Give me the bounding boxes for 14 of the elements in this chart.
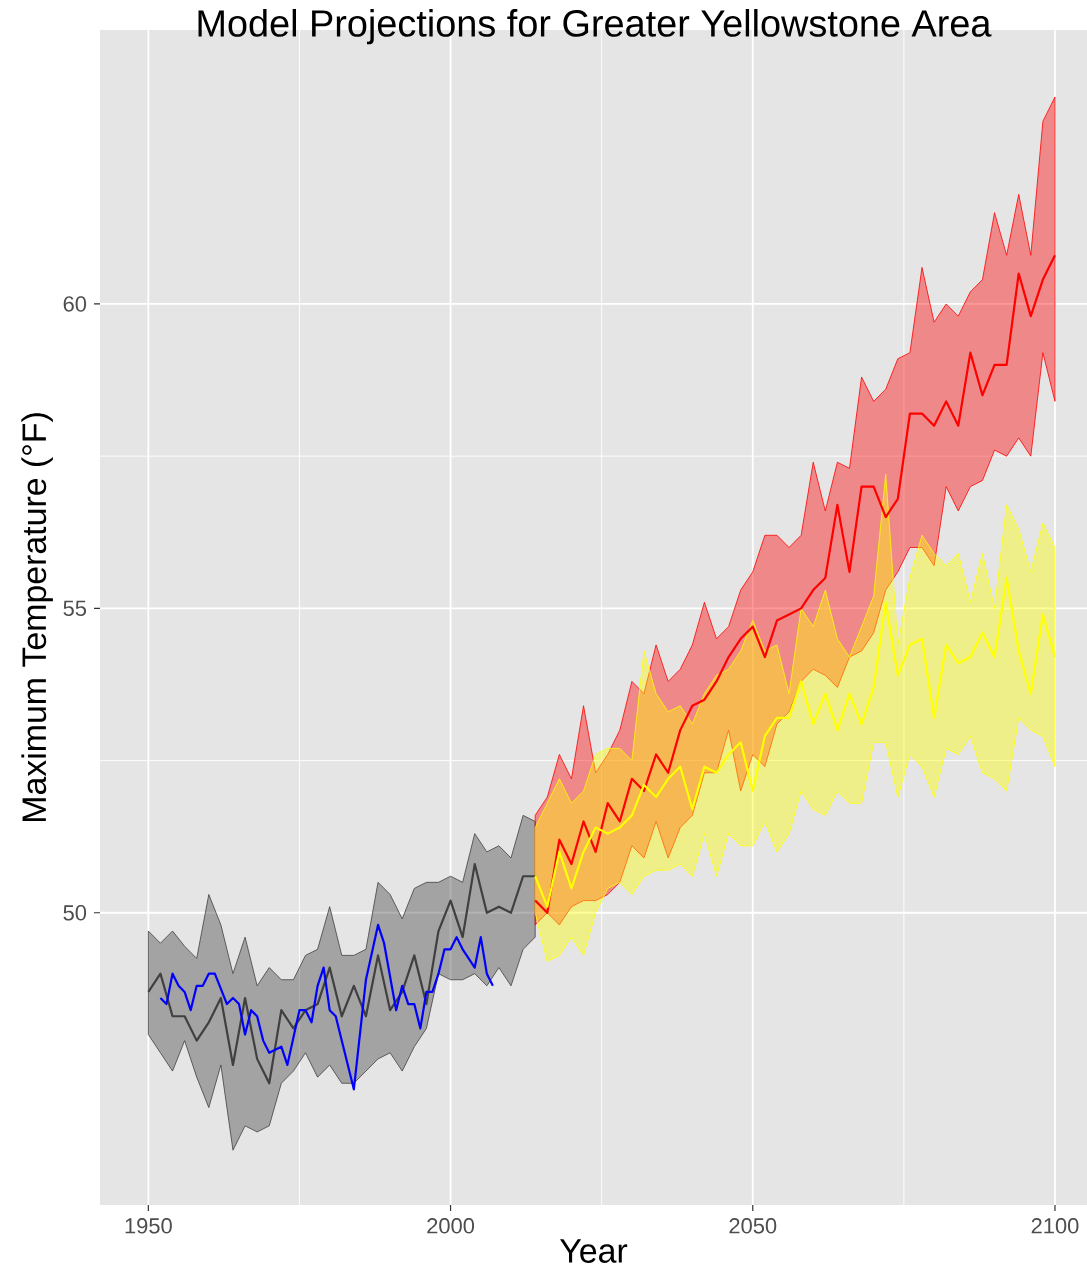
line-series <box>534 254 1057 914</box>
y-tick-label: 50 <box>63 905 87 921</box>
x-tick-label: 2050 <box>729 1218 777 1234</box>
line-series <box>159 923 494 1091</box>
y-axis-title: Maximum Temperature (°F) <box>21 413 53 821</box>
line-series <box>534 576 1057 908</box>
x-axis-title: Year <box>560 1239 628 1263</box>
x-tick-label: 2000 <box>427 1218 475 1234</box>
chart-title: Model Projections for Greater Yellowstone Area <box>198 9 992 45</box>
y-tick-label: 55 <box>63 600 87 617</box>
x-tick-label: 1950 <box>125 1218 172 1234</box>
x-tick-label: 2100 <box>1031 1218 1079 1234</box>
line-series <box>147 862 537 1085</box>
y-tick-label: 60 <box>63 296 87 312</box>
